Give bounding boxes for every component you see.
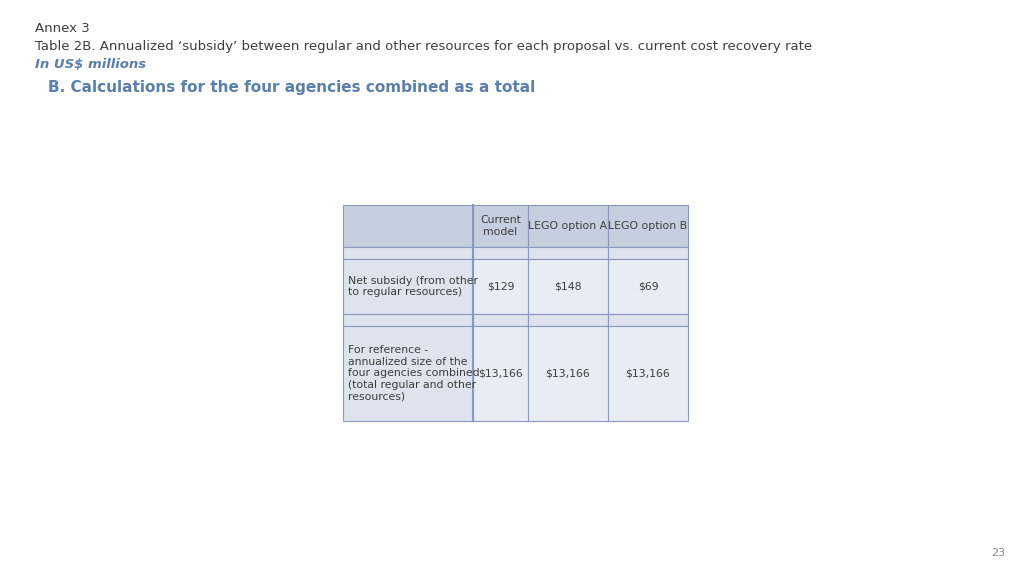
Bar: [528, 259, 608, 314]
Bar: [608, 314, 688, 326]
Bar: [343, 205, 473, 247]
Point: [467, 256, 479, 263]
Bar: [608, 326, 688, 421]
Point: [467, 310, 479, 317]
Bar: [343, 259, 473, 314]
Bar: [473, 259, 528, 314]
Point: [467, 244, 479, 251]
Text: Current
model: Current model: [480, 215, 521, 237]
Text: $148: $148: [554, 282, 582, 291]
Point: [467, 256, 479, 263]
Text: LEGO option A: LEGO option A: [528, 221, 607, 231]
Bar: [473, 247, 528, 259]
Text: $13,166: $13,166: [626, 369, 671, 378]
Bar: [528, 205, 608, 247]
Bar: [343, 326, 473, 421]
Point: [467, 202, 479, 209]
Text: In US$ millions: In US$ millions: [35, 58, 146, 71]
Point: [467, 244, 479, 251]
Bar: [343, 314, 473, 326]
Bar: [608, 259, 688, 314]
Bar: [608, 247, 688, 259]
Text: Annex 3: Annex 3: [35, 22, 90, 35]
Bar: [528, 326, 608, 421]
Bar: [528, 247, 608, 259]
Bar: [608, 205, 688, 247]
Bar: [528, 314, 608, 326]
Text: Table 2B. Annualized ‘subsidy’ between regular and other resources for each prop: Table 2B. Annualized ‘subsidy’ between r…: [35, 40, 812, 53]
Text: For reference -
annualized size of the
four agencies combined
(total regular and: For reference - annualized size of the f…: [348, 345, 479, 401]
Point: [467, 418, 479, 425]
Text: $69: $69: [638, 282, 658, 291]
Text: 23: 23: [991, 548, 1005, 558]
Point: [467, 323, 479, 329]
Bar: [473, 326, 528, 421]
Bar: [473, 314, 528, 326]
Bar: [343, 247, 473, 259]
Text: LEGO option B: LEGO option B: [608, 221, 687, 231]
Text: Net subsidy (from other
to regular resources): Net subsidy (from other to regular resou…: [348, 276, 478, 297]
Point: [467, 310, 479, 317]
Text: $13,166: $13,166: [546, 369, 591, 378]
Bar: [473, 205, 528, 247]
Text: $129: $129: [486, 282, 514, 291]
Text: $13,166: $13,166: [478, 369, 523, 378]
Text: B. Calculations for the four agencies combined as a total: B. Calculations for the four agencies co…: [48, 80, 536, 95]
Point: [467, 323, 479, 329]
